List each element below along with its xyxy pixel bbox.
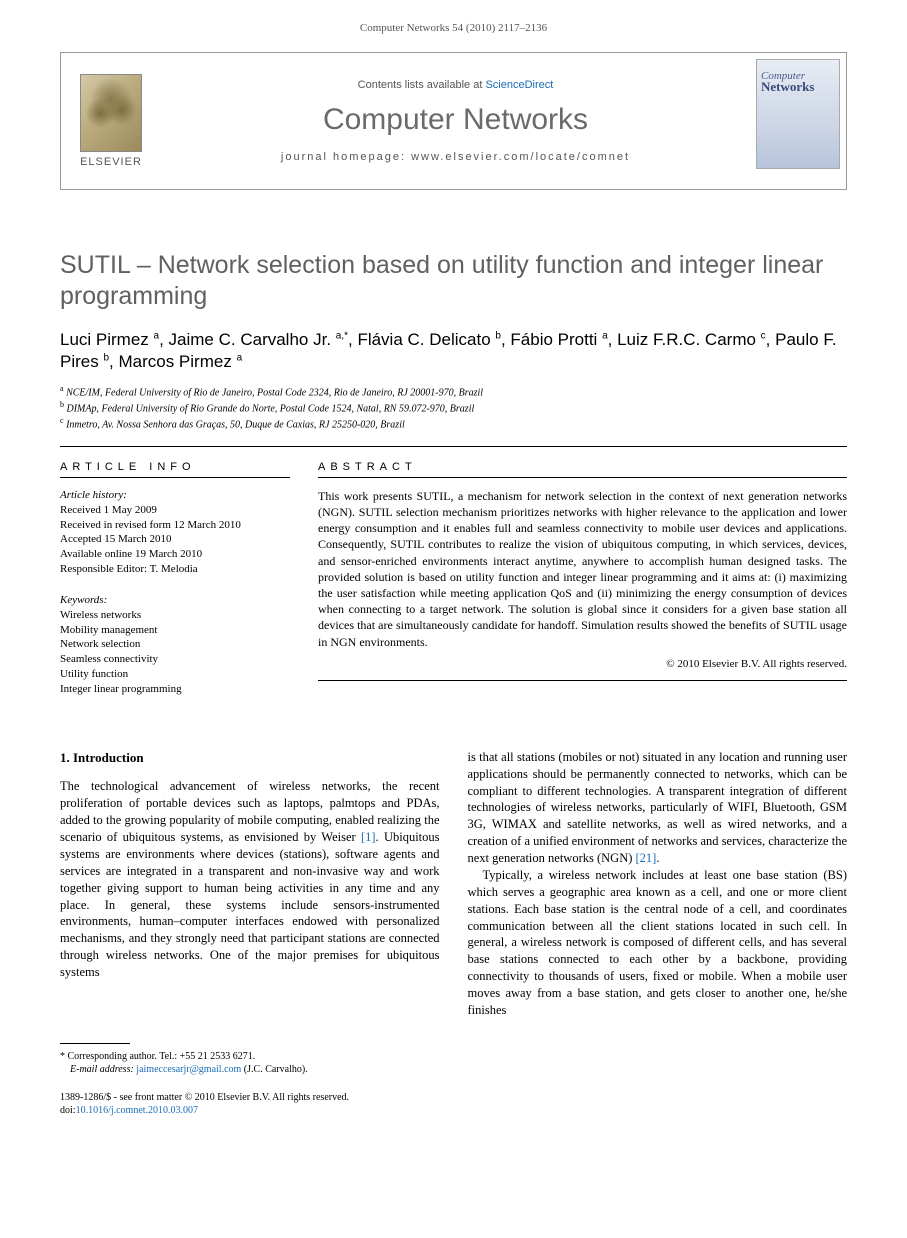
author-list: Luci Pirmez a, Jaime C. Carvalho Jr. a,*… [60,329,847,375]
article-info-head: ARTICLE INFO [60,461,290,478]
page-footer: 1389-1286/$ - see front matter © 2010 El… [60,1091,847,1118]
intro-paragraph-2: Typically, a wireless network includes a… [468,867,848,1019]
abstract-column: ABSTRACT This work presents SUTIL, a mec… [318,447,847,713]
elsevier-tree-icon [80,74,142,152]
cover-title: Computer Networks [761,70,835,94]
elsevier-label: ELSEVIER [80,156,142,168]
elsevier-logo-block: ELSEVIER [61,53,161,189]
history-line: Accepted 15 March 2010 [60,532,290,547]
affiliations: a NCE/IM, Federal University of Rio de J… [60,384,847,431]
journal-cover-block: Computer Networks [750,53,846,189]
history-line: Received in revised form 12 March 2010 [60,518,290,533]
contents-prefix: Contents lists available at [358,79,486,91]
article-title: SUTIL – Network selection based on utili… [60,250,847,313]
journal-homepage: journal homepage: www.elsevier.com/locat… [281,151,630,163]
front-matter-line: 1389-1286/$ - see front matter © 2010 El… [60,1091,847,1105]
affiliation-line: a NCE/IM, Federal University of Rio de J… [60,384,847,400]
keywords-block: Keywords: Wireless networksMobility mana… [60,593,290,697]
footnote-divider [60,1043,130,1044]
history-line: Responsible Editor: T. Melodia [60,562,290,577]
section-heading: 1. Introduction [60,749,440,767]
keyword: Mobility management [60,623,290,638]
email-suffix: (J.C. Carvalho). [244,1064,308,1075]
journal-cover-thumbnail: Computer Networks [756,59,840,169]
abstract-head: ABSTRACT [318,461,847,478]
affiliation-line: b DIMAp, Federal University of Rio Grand… [60,400,847,416]
section-number: 1. [60,750,70,765]
doi-prefix: doi: [60,1105,76,1116]
abstract-text: This work presents SUTIL, a mechanism fo… [318,488,847,650]
article-info-column: ARTICLE INFO Article history: Received 1… [60,447,290,713]
keywords-label: Keywords: [60,593,290,608]
abstract-copyright: © 2010 Elsevier B.V. All rights reserved… [318,658,847,670]
doi-link[interactable]: 10.1016/j.comnet.2010.03.007 [76,1105,199,1116]
email-line: E-mail address: jaimeccesarjr@gmail.com … [60,1063,420,1077]
info-abstract-row: ARTICLE INFO Article history: Received 1… [60,447,847,713]
corresponding-email-link[interactable]: jaimeccesarjr@gmail.com [136,1064,241,1075]
article-history: Article history: Received 1 May 2009Rece… [60,488,290,577]
ref-link-1[interactable]: [1] [361,830,376,844]
corresponding-author: * Corresponding author. Tel.: +55 21 253… [60,1050,420,1064]
intro-paragraph-1: The technological advancement of wireles… [60,778,440,981]
citation-text: Computer Networks 54 (2010) 2117–2136 [360,22,547,34]
running-header: Computer Networks 54 (2010) 2117–2136 [0,0,907,44]
journal-name: Computer Networks [323,103,588,137]
keyword: Integer linear programming [60,682,290,697]
doi-line: doi:10.1016/j.comnet.2010.03.007 [60,1104,847,1118]
keyword: Seamless connectivity [60,652,290,667]
section-title: Introduction [73,750,144,765]
abstract-divider [318,680,847,681]
intro-paragraph-1-cont: is that all stations (mobiles or not) si… [468,749,848,867]
sciencedirect-link[interactable]: ScienceDirect [485,79,553,91]
journal-masthead: ELSEVIER Contents lists available at Sci… [60,52,847,190]
keyword: Network selection [60,637,290,652]
masthead-center: Contents lists available at ScienceDirec… [161,53,750,189]
contents-available-line: Contents lists available at ScienceDirec… [358,79,554,91]
affiliation-line: c Inmetro, Av. Nossa Senhora das Graças,… [60,416,847,432]
body-column-left: 1. Introduction The technological advanc… [60,749,440,1019]
ref-link-21[interactable]: [21] [636,851,657,865]
history-label: Article history: [60,488,290,503]
history-line: Available online 19 March 2010 [60,547,290,562]
history-line: Received 1 May 2009 [60,503,290,518]
body-two-column: 1. Introduction The technological advanc… [60,749,847,1019]
body-column-right: is that all stations (mobiles or not) si… [468,749,848,1019]
keyword: Utility function [60,667,290,682]
keyword: Wireless networks [60,608,290,623]
email-label: E-mail address: [70,1064,134,1075]
footnote-block: * Corresponding author. Tel.: +55 21 253… [60,1043,420,1077]
